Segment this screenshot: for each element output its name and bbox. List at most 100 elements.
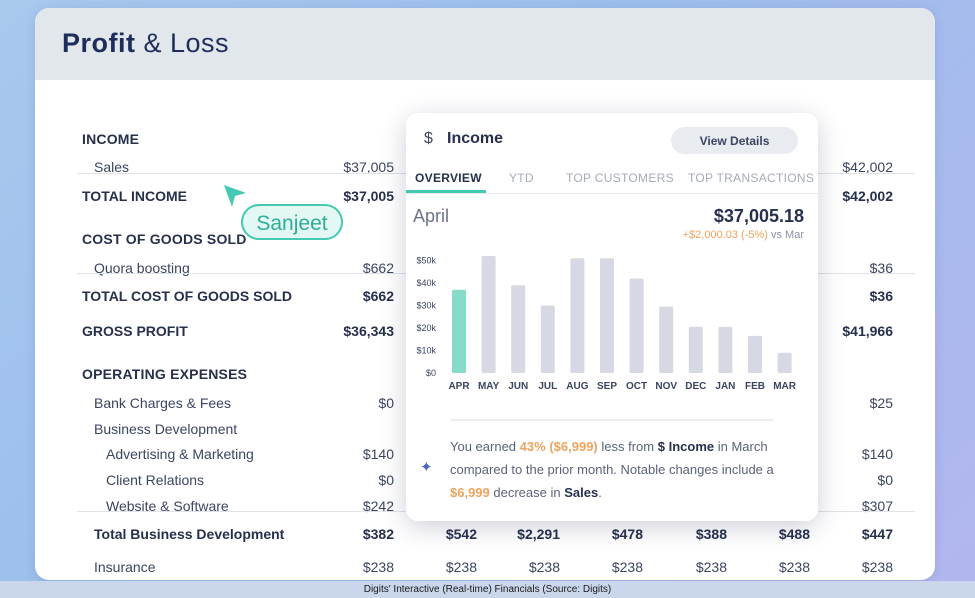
row-value: $388 bbox=[695, 526, 727, 542]
table-row[interactable]: Insurance $238 $238 $238 $238 $238 $238 $238 bbox=[35, 559, 935, 580]
x-tick-label: OCT bbox=[626, 381, 647, 392]
row-value: $37,005 bbox=[343, 188, 394, 204]
row-label: INCOME bbox=[82, 131, 140, 147]
row-label: Quora boosting bbox=[94, 260, 190, 276]
row-value: $0 bbox=[378, 472, 394, 488]
row-value: $238 bbox=[695, 559, 727, 575]
row-value: $238 bbox=[445, 559, 477, 575]
row-value: $2,291 bbox=[517, 526, 560, 542]
divider bbox=[450, 419, 774, 421]
row-value: $242 bbox=[362, 498, 394, 514]
table-row[interactable]: Sales $37,005 $42,002 bbox=[35, 159, 935, 181]
row-value: $238 bbox=[362, 559, 394, 575]
bar-jun[interactable] bbox=[511, 285, 526, 373]
view-details-button[interactable]: View Details bbox=[671, 127, 798, 154]
row-label: Advertising & Marketing bbox=[106, 446, 254, 462]
row-value: $307 bbox=[861, 498, 893, 514]
bar-aug[interactable] bbox=[570, 258, 585, 373]
x-tick-label: NOV bbox=[655, 381, 677, 392]
table-row[interactable]: OPERATING EXPENSES bbox=[35, 366, 935, 388]
row-label: Client Relations bbox=[106, 472, 205, 488]
row-label: TOTAL COST OF GOODS SOLD bbox=[82, 288, 293, 304]
y-tick-label: $30k bbox=[416, 301, 436, 311]
row-value: $37,005 bbox=[343, 159, 394, 175]
row-value: $41,966 bbox=[842, 323, 893, 339]
bar-jul[interactable] bbox=[540, 305, 555, 374]
row-value: $238 bbox=[778, 559, 810, 575]
row-value: $662 bbox=[362, 288, 394, 304]
y-tick-label: $0 bbox=[426, 368, 436, 378]
collaborator-cursor-icon bbox=[224, 185, 246, 207]
table-row[interactable]: Advertising & Marketing $140 $140 bbox=[35, 446, 935, 468]
insight-text: You earned 43% ($6,999) less from $ Inco… bbox=[450, 439, 774, 500]
tab-overview[interactable]: OVERVIEW bbox=[415, 171, 482, 185]
row-label: OPERATING EXPENSES bbox=[82, 366, 248, 382]
table-row[interactable]: Website & Software $242 $307 bbox=[35, 498, 935, 520]
bar-mar[interactable] bbox=[777, 352, 792, 373]
row-value: $140 bbox=[861, 446, 893, 462]
row-value: $478 bbox=[611, 526, 643, 542]
x-tick-label: JUL bbox=[538, 381, 557, 392]
row-value: $662 bbox=[362, 260, 394, 276]
row-value: $447 bbox=[861, 526, 893, 542]
bar-dec[interactable] bbox=[688, 326, 703, 373]
bar-sep[interactable] bbox=[600, 258, 614, 373]
dollar-icon: $ bbox=[424, 130, 433, 147]
row-value: $42,002 bbox=[842, 159, 893, 175]
x-tick-label: JUN bbox=[508, 381, 528, 392]
row-value: $238 bbox=[528, 559, 560, 575]
tab-ytd[interactable]: YTD bbox=[509, 171, 534, 185]
row-value: $140 bbox=[362, 446, 394, 462]
selected-month: April bbox=[413, 206, 450, 226]
row-label: Bank Charges & Fees bbox=[94, 395, 231, 411]
row-value: $488 bbox=[778, 526, 810, 542]
table-row[interactable]: Bank Charges & Fees $0 $25 bbox=[35, 395, 935, 417]
page-title: Profit & Loss bbox=[62, 28, 230, 58]
tab-top-transactions[interactable]: TOP TRANSACTIONS bbox=[688, 171, 815, 185]
table-row[interactable]: COST OF GOODS SOLD bbox=[35, 231, 935, 253]
row-value: $42,002 bbox=[842, 188, 893, 204]
row-label: Total Business Development bbox=[94, 526, 285, 542]
income-amount: $37,005.18 bbox=[713, 206, 804, 226]
row-label: TOTAL INCOME bbox=[82, 188, 187, 204]
table-row[interactable]: TOTAL INCOME $37,005 $42,002 bbox=[35, 188, 935, 210]
row-value: $36 bbox=[869, 260, 893, 276]
bar-feb[interactable] bbox=[748, 335, 762, 373]
y-tick-label: $10k bbox=[416, 346, 436, 356]
row-value: $382 bbox=[362, 526, 394, 542]
image-caption: Digits' Interactive (Real-time) Financia… bbox=[0, 581, 975, 598]
bar-nov[interactable] bbox=[659, 306, 674, 373]
row-value: $36,343 bbox=[343, 323, 394, 339]
x-tick-label: DEC bbox=[685, 381, 706, 392]
row-value: $25 bbox=[869, 395, 893, 411]
table-row[interactable]: Total Business Development $382 $542 $2,291… bbox=[35, 526, 935, 548]
y-tick-label: $20k bbox=[416, 323, 436, 333]
popup-tabs: OVERVIEW YTD TOP CUSTOMERS TOP TRANSACTI… bbox=[406, 169, 818, 194]
table-row[interactable]: TOTAL COST OF GOODS SOLD $662 $36 bbox=[35, 288, 935, 310]
income-bar-chart: $50k $40k $30k $20k $10k $0 APR MAY JUN JUL AUG SEP… bbox=[416, 256, 796, 393]
table-row[interactable]: Client Relations $0 $0 bbox=[35, 472, 935, 494]
bar-apr[interactable] bbox=[452, 289, 466, 373]
table-row[interactable]: INCOME bbox=[35, 131, 935, 153]
y-tick-label: $50k bbox=[416, 256, 436, 266]
tab-active-indicator bbox=[406, 190, 486, 193]
row-label: Business Development bbox=[94, 421, 238, 437]
bar-may[interactable] bbox=[481, 256, 496, 373]
row-label: Sales bbox=[94, 159, 130, 175]
x-tick-label: APR bbox=[448, 381, 470, 392]
card-header: Profit & Loss bbox=[35, 8, 935, 80]
sparkle-icon: ✦ bbox=[420, 459, 433, 476]
bar-oct[interactable] bbox=[629, 278, 644, 374]
table-row[interactable]: GROSS PROFIT $36,343 $41,966 bbox=[35, 323, 935, 345]
y-tick-label: $40k bbox=[416, 278, 436, 288]
table-row[interactable]: Business Development bbox=[35, 421, 935, 443]
popup-title: Income bbox=[447, 130, 504, 147]
table-row[interactable]: Quora boosting $662 $36 bbox=[35, 260, 935, 282]
row-value: $0 bbox=[378, 395, 394, 411]
tab-top-customers[interactable]: TOP CUSTOMERS bbox=[566, 171, 674, 185]
collaborator-tag: Sanjeet bbox=[241, 204, 343, 240]
row-value: $36 bbox=[869, 288, 893, 304]
bar-jan[interactable] bbox=[718, 326, 733, 373]
row-label: GROSS PROFIT bbox=[82, 323, 188, 339]
x-tick-label: SEP bbox=[597, 381, 617, 392]
